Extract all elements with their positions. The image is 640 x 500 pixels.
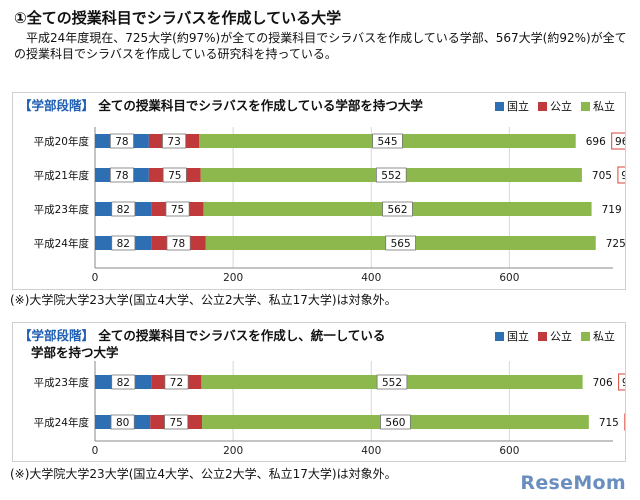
legend-item-public: 公立 [538, 328, 572, 344]
percent-label-0: 95.8% [622, 377, 625, 389]
x-tick-label-1: 200 [223, 272, 243, 284]
chart-2-title-text: 全ての授業科目でシラバスを作成し、統一している [98, 328, 386, 343]
data-label-public-0: 72 [170, 377, 183, 389]
x-tick-label-2: 400 [361, 272, 381, 284]
data-label-national-1: 78 [115, 170, 128, 182]
total-label-3: 725 [606, 238, 625, 250]
chart-1-title-text: 全ての授業科目でシラバスを作成している学部を持つ大学 [98, 98, 423, 113]
percent-label-box-0 [611, 132, 625, 150]
legend-swatch-public [538, 101, 547, 111]
data-label-public-3: 78 [172, 238, 185, 250]
chart-panel-1: 【学部段階】 全ての授業科目でシラバスを作成している学部を持つ大学 国立 公立 … [12, 92, 626, 290]
data-label-box-national-3 [111, 235, 136, 251]
legend-swatch-national [495, 101, 504, 111]
data-label-public-1: 75 [168, 170, 181, 182]
chart-2-title: 【学部段階】 全ての授業科目でシラバスを作成し、統一している 学部を持つ大学 [19, 327, 385, 361]
legend-label-national: 国立 [507, 330, 529, 343]
x-tick-label-1: 200 [223, 445, 243, 457]
resemom-logo: ReseMom [520, 472, 626, 494]
data-label-box-national-1 [109, 167, 134, 183]
chart-2-title-line2: 学部を持つ大学 [31, 345, 119, 360]
data-label-box-public-2 [165, 201, 190, 217]
chart-2-legend: 国立 公立 私立 [495, 328, 615, 344]
category-label-1: 平成24年度 [34, 416, 90, 429]
data-label-box-private-0 [376, 374, 408, 390]
data-label-box-public-3 [166, 235, 191, 251]
data-label-public-0: 73 [167, 136, 180, 148]
x-tick-label-2: 400 [361, 445, 381, 457]
data-label-national-3: 82 [117, 238, 130, 250]
page-title: ①全ての授業科目でシラバスを作成している大学 [14, 9, 342, 27]
data-label-box-public-1 [162, 167, 187, 183]
data-label-private-0: 552 [382, 377, 402, 389]
chart-1-title: 【学部段階】 全ての授業科目でシラバスを作成している学部を持つ大学 [19, 97, 423, 114]
data-label-box-public-1 [164, 414, 189, 430]
legend-swatch-private [581, 331, 590, 341]
legend-item-public: 公立 [538, 98, 572, 114]
x-tick-label-0: 0 [92, 445, 99, 457]
x-tick-label-3: 600 [499, 445, 519, 457]
data-label-national-2: 82 [117, 204, 130, 216]
data-label-box-private-2 [382, 201, 413, 217]
percent-label-box-0 [618, 373, 625, 391]
x-tick-label-0: 0 [92, 272, 99, 284]
data-label-private-0: 545 [377, 136, 397, 148]
chart-1-footnote: (※)大学院大学23大学(国立4大学、公立2大学、私立17大学)は対象外。 [10, 293, 397, 307]
data-label-box-national-1 [110, 414, 135, 430]
legend-label-private: 私立 [593, 100, 615, 113]
legend-swatch-national [495, 331, 504, 341]
data-label-box-national-0 [109, 133, 134, 149]
percent-label-0: 96.3% [615, 136, 625, 148]
data-label-box-national-0 [111, 374, 136, 390]
chart-1-legend: 国立 公立 私立 [495, 98, 615, 114]
legend-item-national: 国立 [495, 328, 529, 344]
percent-label-1: 96.4% [621, 170, 625, 182]
legend-item-private: 私立 [581, 98, 615, 114]
total-label-1: 705 [592, 170, 612, 182]
data-label-private-3: 565 [391, 238, 411, 250]
category-label-2: 平成23年度 [34, 203, 90, 216]
total-label-0: 706 [593, 377, 613, 389]
x-tick-label-3: 600 [499, 272, 519, 284]
data-label-public-1: 75 [169, 417, 182, 429]
category-label-0: 平成23年度 [34, 376, 90, 389]
legend-item-national: 国立 [495, 98, 529, 114]
data-label-box-private-1 [380, 414, 411, 430]
chart-2-title-tag: 【学部段階】 [19, 328, 95, 343]
data-label-national-0: 78 [115, 136, 128, 148]
legend-label-private: 私立 [593, 330, 615, 343]
total-label-1: 715 [599, 417, 619, 429]
data-label-box-public-0 [162, 133, 187, 149]
total-label-0: 696 [586, 136, 606, 148]
data-label-national-1: 80 [116, 417, 129, 429]
data-label-public-2: 75 [171, 204, 184, 216]
page-header: ①全ての授業科目でシラバスを作成している大学 平成24年度現在、725大学(約9… [14, 8, 630, 62]
chart-panel-2: 【学部段階】 全ての授業科目でシラバスを作成し、統一している 学部を持つ大学 国… [12, 322, 626, 462]
chart-1-title-tag: 【学部段階】 [19, 98, 95, 113]
legend-label-national: 国立 [507, 100, 529, 113]
data-label-box-national-2 [111, 201, 136, 217]
data-label-box-private-0 [372, 133, 403, 149]
data-label-private-2: 562 [387, 204, 407, 216]
data-label-box-public-0 [164, 374, 189, 390]
chart-2-footnote: (※)大学院大学23大学(国立4大学、公立2大学、私立17大学)は対象外。 [10, 467, 397, 481]
category-label-3: 平成24年度 [34, 237, 90, 250]
data-label-box-private-1 [375, 167, 407, 183]
page-summary: 平成24年度現在、725大学(約97%)が全ての授業科目でシラバスを作成している… [14, 31, 627, 61]
data-label-private-1: 560 [385, 417, 405, 429]
data-label-national-0: 82 [117, 377, 130, 389]
legend-swatch-public [538, 331, 547, 341]
percent-label-box-1 [617, 166, 625, 184]
total-label-2: 719 [602, 204, 622, 216]
chart-1-plot: 0 200 400 600 平成20年度 78 73 545 696 96.3% 平成21年度 78 7… [34, 127, 625, 284]
category-label-1: 平成21年度 [34, 169, 90, 182]
category-label-0: 平成20年度 [34, 135, 90, 148]
legend-swatch-private [581, 101, 590, 111]
chart-2-plot: 0 200 400 600 平成23年度 82 72 552 706 95.8% 平成24年度 80 7… [34, 361, 625, 457]
legend-label-public: 公立 [550, 330, 572, 343]
data-label-private-1: 552 [381, 170, 401, 182]
data-label-box-private-3 [385, 235, 416, 251]
legend-item-private: 私立 [581, 328, 615, 344]
legend-label-public: 公立 [550, 100, 572, 113]
